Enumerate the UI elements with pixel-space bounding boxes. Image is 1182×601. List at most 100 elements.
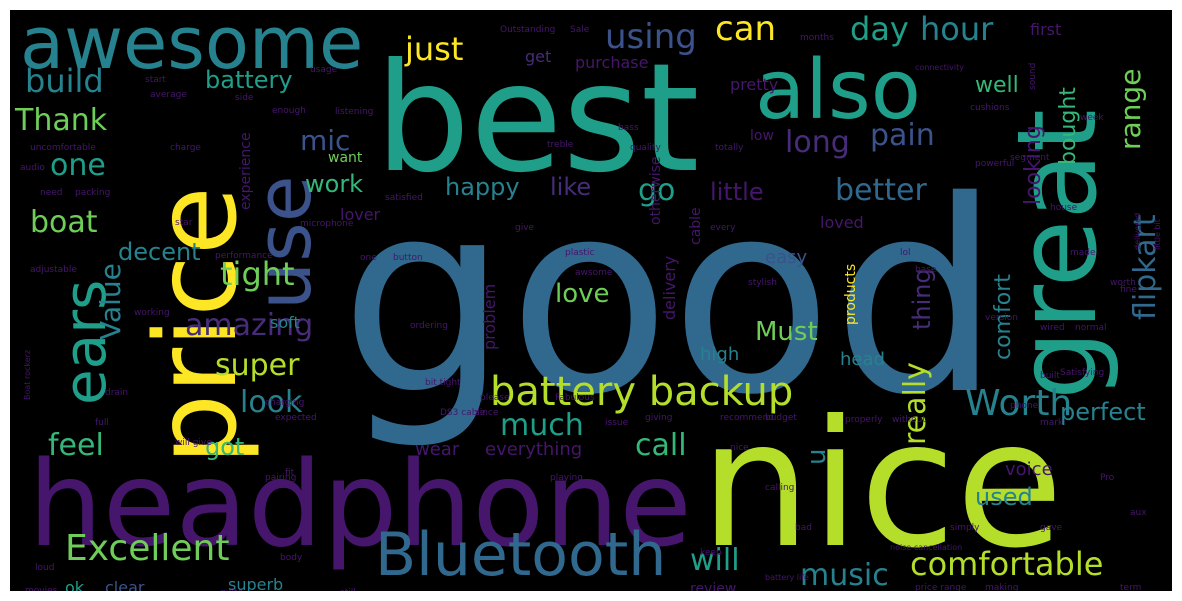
- word-ordering: ordering: [410, 321, 448, 331]
- word-normal: normal: [1075, 323, 1107, 333]
- word-first: first: [1030, 20, 1061, 39]
- word-performance: performance: [215, 251, 273, 261]
- word-will: will: [690, 543, 740, 578]
- word-nice: nice: [730, 443, 749, 453]
- word-just: just: [404, 30, 463, 68]
- word-properly: properly: [845, 415, 883, 425]
- word-every: every: [710, 223, 736, 233]
- word-awesome: awesome: [20, 10, 363, 85]
- word-happy: happy: [445, 173, 520, 201]
- word-quality: quality: [630, 143, 661, 153]
- word-call: call: [635, 428, 687, 463]
- word-months: months: [800, 33, 834, 43]
- word-give: give: [515, 223, 535, 233]
- word-wired: wired: [1040, 323, 1065, 333]
- word-pain: pain: [870, 118, 935, 153]
- word-well: well: [975, 73, 1019, 98]
- word-tight: tight: [220, 255, 295, 293]
- word-side: side: [235, 93, 254, 103]
- word-still: still: [340, 588, 356, 591]
- word-pretty: pretty: [730, 75, 778, 94]
- word-problem: problem: [480, 284, 499, 350]
- word-bad: bad: [795, 523, 812, 533]
- word-cloud-frame: good best nice headphone price great awesome al…: [10, 10, 1172, 591]
- word-day: day: [850, 10, 909, 48]
- word-price: price: [132, 186, 262, 465]
- word-products: products: [843, 264, 859, 325]
- word-segment: segment: [1010, 153, 1050, 163]
- word-used: used: [975, 483, 1033, 511]
- word-get: get: [525, 47, 551, 66]
- word-fit: fit: [285, 468, 295, 478]
- word-easy: easy: [765, 247, 807, 268]
- word-without: without: [892, 415, 926, 425]
- word-much: much: [500, 408, 584, 443]
- word-calling: calling: [765, 483, 794, 493]
- word-recommend: recommend: [720, 413, 774, 423]
- word-totally: totally: [715, 143, 744, 153]
- word-battery-backup: battery backup: [490, 369, 793, 415]
- word-can: can: [715, 10, 776, 49]
- word-little: little: [710, 178, 764, 206]
- word-uncomfortable: uncomfortable: [30, 143, 96, 153]
- word-like: like: [550, 173, 591, 201]
- word-button: button: [393, 253, 423, 263]
- word-awsome: awsome: [575, 268, 613, 278]
- word-fabulous: Fabulous: [555, 393, 595, 403]
- word-fine: fine: [1120, 285, 1137, 295]
- word-hour: hour: [920, 10, 994, 48]
- word-making: making: [985, 583, 1018, 591]
- word-charge: charge: [170, 143, 201, 153]
- word-version: version: [985, 313, 1018, 323]
- word-one: one: [50, 148, 106, 183]
- word-thing: thing: [908, 268, 936, 330]
- word-connectivity: connectivity: [915, 63, 964, 72]
- word-need: need: [40, 188, 63, 198]
- word-working: working: [134, 308, 170, 318]
- word-otherwise: otherwise: [648, 156, 664, 225]
- word-range: range: [1114, 69, 1147, 150]
- word-music: music: [800, 558, 889, 591]
- word-cushions: cushions: [970, 103, 1010, 113]
- word-worth: Worth: [965, 383, 1072, 424]
- word-delivery: delivery: [660, 256, 679, 320]
- word-build: build: [25, 62, 104, 100]
- word-comfort: comfort: [991, 274, 1016, 360]
- word-powerful: powerful: [975, 159, 1014, 169]
- word-sound: sound: [1028, 63, 1038, 90]
- word-one: one: [360, 253, 377, 263]
- word-bit-tight: bit tight: [425, 378, 461, 388]
- word-loved: loved: [820, 213, 864, 232]
- word-super: super: [215, 348, 300, 383]
- word-ok: ok: [65, 578, 85, 591]
- word-wear: wear: [415, 439, 460, 460]
- word-listening: listening: [335, 107, 373, 117]
- word-must: Must: [755, 317, 818, 347]
- word-lol: lol: [900, 248, 911, 258]
- word-since: since: [475, 408, 499, 418]
- word-headphone: headphone: [28, 435, 692, 573]
- word-comfortable: comfortable: [910, 545, 1103, 583]
- word-week: week: [1080, 113, 1104, 123]
- word-thank: Thank: [14, 103, 108, 138]
- word-average: average: [150, 90, 187, 100]
- word-satisfying: Satisfying: [1060, 368, 1104, 378]
- word-use: use: [239, 175, 328, 310]
- word-giving: giving: [645, 413, 672, 423]
- word-pairing: pairing: [265, 473, 296, 483]
- word-really: really: [898, 362, 933, 445]
- word-mic: mic: [300, 124, 350, 157]
- word-everything: everything: [485, 439, 582, 460]
- word-look: look: [240, 385, 303, 420]
- word-worth: worth: [1110, 278, 1136, 288]
- word-looking: looking: [1021, 125, 1046, 205]
- word-keep: keep: [700, 548, 722, 558]
- word-want: want: [328, 150, 363, 166]
- word-good: good: [340, 145, 1001, 453]
- word-audio: audio: [20, 163, 45, 173]
- word-issue: issue: [605, 418, 629, 428]
- word-superb: superb: [228, 575, 283, 591]
- word-review: review: [690, 581, 736, 591]
- word-cable: cable: [688, 207, 704, 245]
